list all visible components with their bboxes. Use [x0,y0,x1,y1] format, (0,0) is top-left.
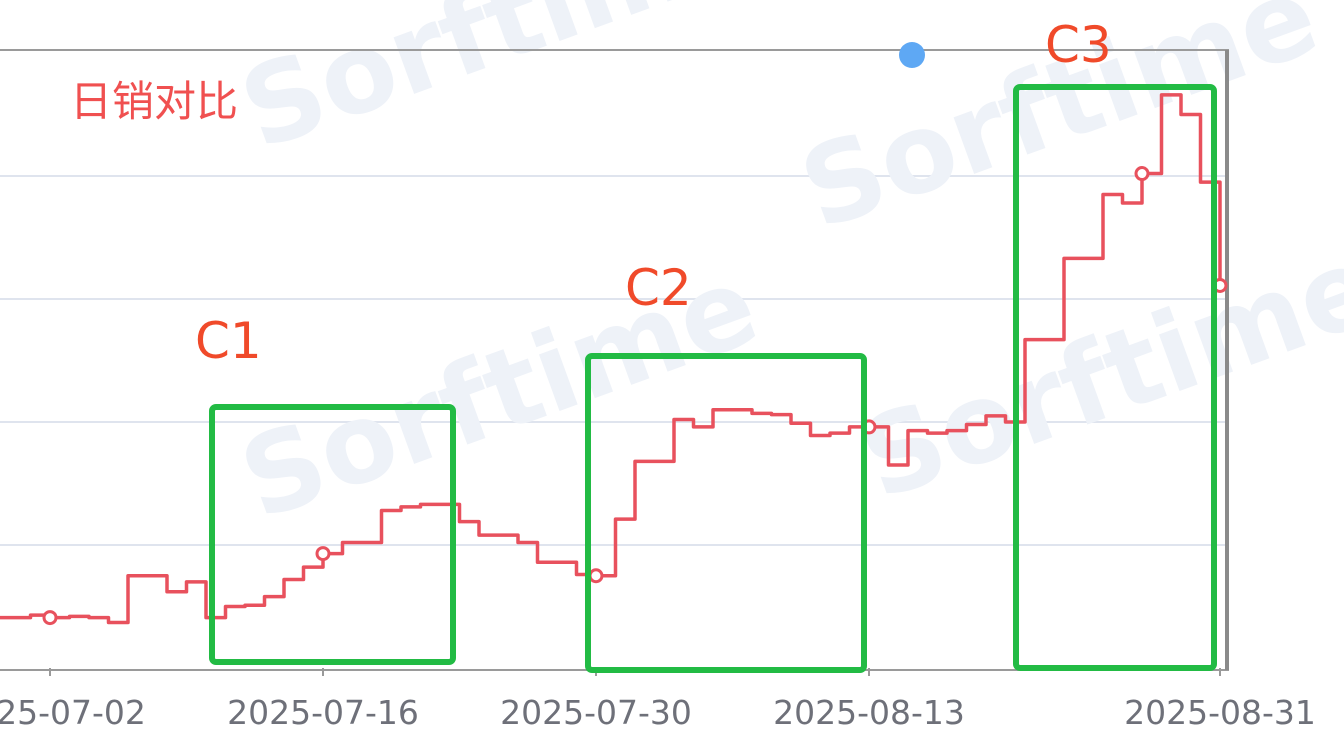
watermark-text: Sorftime [845,221,1344,525]
x-tick-label: 2025-08-31 [1124,693,1316,732]
annotation-label-c3: C3 [1045,16,1112,74]
data-point-marker[interactable] [42,610,58,626]
x-tick-label: 2025-07-16 [227,693,419,732]
series-line-path [0,93,1222,625]
x-tick-label: 2025-07-30 [500,693,692,732]
x-axis: 2025-07-02 2025-07-16 2025-07-30 2025-08-13… [0,668,1316,732]
annotation-label-c1: C1 [195,312,262,370]
data-point-marker[interactable] [315,546,331,562]
data-point-marker[interactable] [1134,166,1150,182]
x-tick-label: 2025-08-13 [773,693,965,732]
annotation-label-c2: C2 [625,259,692,317]
annotation-box-c3 [1013,84,1217,671]
legend-marker[interactable] [899,42,925,68]
watermark-text: Sorftime [225,0,773,174]
annotations: C1 C2 C3 [195,16,1217,673]
x-tick-label: 2025-07-02 [0,693,146,732]
chart-title: 日销对比 [70,77,238,126]
annotation-box-c1 [209,404,456,665]
annotation-box-c2 [585,353,867,673]
data-point-marker[interactable] [588,568,604,584]
